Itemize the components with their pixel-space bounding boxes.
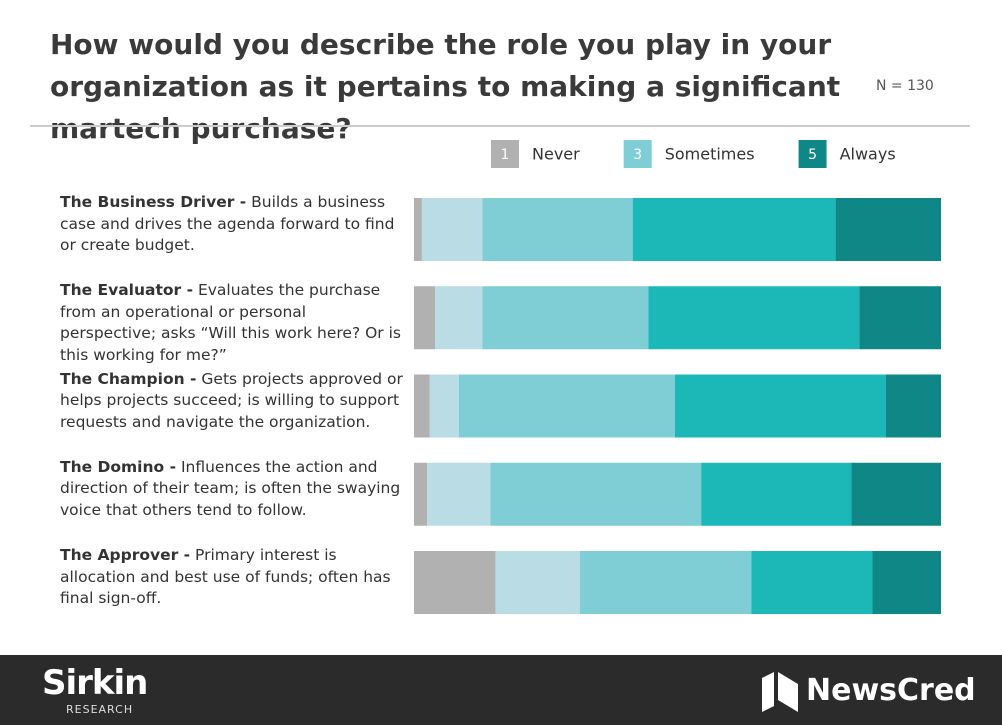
bar-segment xyxy=(482,286,649,350)
bar-segment xyxy=(632,198,836,261)
title-text: How would you describe the role you play… xyxy=(50,28,841,145)
legend-badge: 1 xyxy=(501,147,510,163)
bar-segment xyxy=(885,374,941,438)
bar-segment xyxy=(751,551,873,614)
sirkin-logo: Sirkin xyxy=(42,663,148,703)
bar-segment xyxy=(427,462,491,526)
bar-segment xyxy=(458,374,675,438)
category-label: The Champion - Gets projects approved or… xyxy=(60,369,405,434)
role-name: The Champion - xyxy=(60,369,197,388)
legend-label: Sometimes xyxy=(665,145,755,164)
role-description: Evaluates the purchase from an operation… xyxy=(60,281,401,364)
legend-badge: 3 xyxy=(633,147,642,163)
role-name: The Domino - xyxy=(60,457,177,476)
newscred-logo: NewsCred xyxy=(806,673,976,708)
bar-segment xyxy=(414,374,430,438)
footer: Sirkin RESEARCH NewsCred xyxy=(0,655,1002,725)
legend-label: Never xyxy=(532,145,580,164)
bar-segment xyxy=(414,198,422,261)
role-description: Influences the action and direction of t… xyxy=(60,457,401,519)
bar-segment xyxy=(851,462,941,526)
legend-badge: 5 xyxy=(808,147,817,163)
bar-segment xyxy=(495,551,581,614)
newscred-icon xyxy=(762,672,798,712)
chart-title: How would you describe the role you play… xyxy=(50,24,970,150)
role-description: Builds a business case and drives the ag… xyxy=(60,193,395,254)
bar-segment xyxy=(414,551,496,614)
legend-swatch xyxy=(798,140,827,168)
bar-segment xyxy=(414,462,428,526)
bar-segment xyxy=(490,462,702,526)
category-label: The Evaluator - Evaluates the purchase f… xyxy=(60,280,405,366)
sample-size: N = 130 xyxy=(876,78,934,94)
role-name: The Business Driver - xyxy=(60,193,247,211)
bar-segment xyxy=(859,286,941,350)
bar-segment xyxy=(648,286,860,350)
bar-segment xyxy=(414,286,436,350)
bar-segment xyxy=(580,551,752,614)
category-label: The Domino - Influences the action and d… xyxy=(60,457,405,522)
legend-swatch xyxy=(491,140,519,168)
role-description: Primary interest is allocation and best … xyxy=(60,546,391,607)
category-label: The Business Driver - Builds a business … xyxy=(60,192,405,257)
sirkin-sub: RESEARCH xyxy=(66,703,134,716)
role-description: Gets projects approved or helps projects… xyxy=(60,369,403,431)
bar-segment xyxy=(872,551,941,614)
role-name: The Evaluator - xyxy=(60,281,194,300)
legend-label: Always xyxy=(840,145,896,164)
legend-swatch xyxy=(623,140,652,168)
bar-segment xyxy=(429,374,459,438)
bar-segment xyxy=(701,462,852,526)
chart: 1 Never 3 Sometimes 5 Always xyxy=(30,125,970,614)
category-label: The Approver - Primary interest is alloc… xyxy=(60,545,405,610)
role-name: The Approver - xyxy=(60,546,191,564)
bar-segment xyxy=(674,374,886,438)
bar-segment xyxy=(835,198,941,261)
bar-segment xyxy=(421,198,483,261)
bar-segment xyxy=(482,198,633,261)
bar-segment xyxy=(435,286,483,350)
